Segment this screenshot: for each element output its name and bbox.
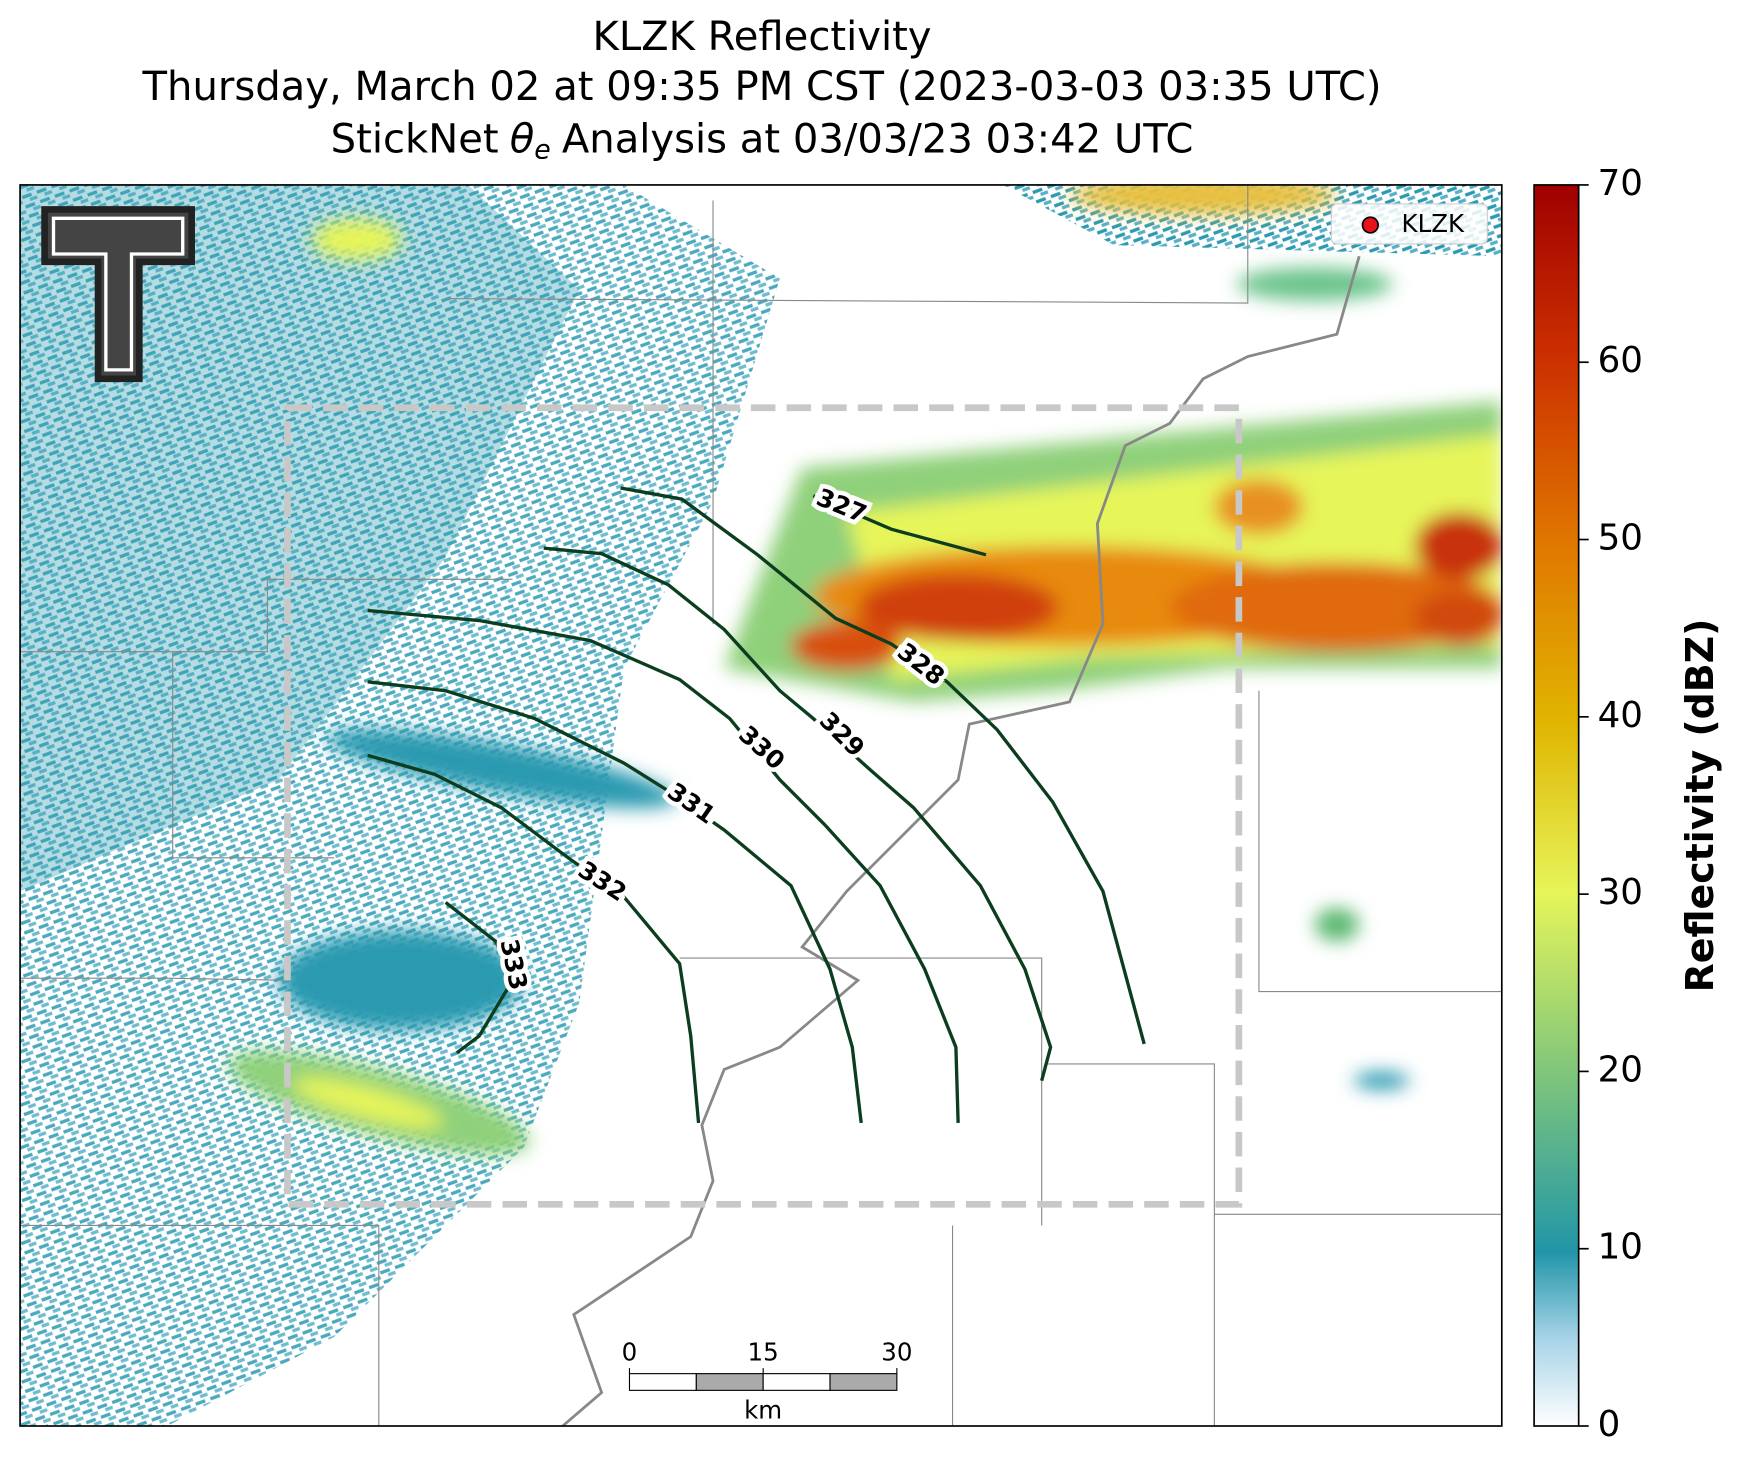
river-border: [561, 255, 1361, 1427]
scale-bar: 0 15 30 km: [622, 1338, 913, 1425]
scale-segment: [762, 1373, 831, 1391]
scale-tick-label: 15: [748, 1338, 779, 1367]
analysis-domain: [284, 404, 1243, 1208]
county-lines: [20, 184, 1502, 1427]
legend: KLZK: [1330, 203, 1488, 245]
scale-segment: [829, 1373, 898, 1391]
theta-sub: e: [534, 134, 550, 165]
title: KLZK Reflectivity: [593, 14, 932, 60]
colorbar-tick-label: 30: [1598, 872, 1643, 913]
colorbar-ticks: 0 10 20 30 40 50 60 70: [1578, 163, 1643, 1445]
colorbar-label: Reflectivity (dBZ): [1678, 619, 1722, 993]
contour-line: [367, 753, 701, 1124]
analysis-title: StickNet θe Analysis at 03/03/23 03:42 UTC: [331, 116, 1194, 164]
theta: θ: [510, 116, 535, 162]
scale-tick-label: 30: [881, 1338, 912, 1367]
analysis-suffix: Analysis at 03/03/23 03:42 UTC: [562, 116, 1194, 162]
scale-segment: [695, 1373, 764, 1391]
contour-line: [444, 901, 515, 1055]
analysis-prefix: StickNet: [331, 116, 499, 162]
contour-line: [543, 546, 1053, 1082]
subtitle: Thursday, March 02 at 09:35 PM CST (2023…: [142, 64, 1382, 110]
legend-marker: [1361, 216, 1379, 234]
contour-line: [620, 486, 1146, 1045]
scale-segment: [628, 1373, 697, 1391]
legend-label: KLZK: [1402, 209, 1465, 238]
contour-line: [812, 494, 987, 557]
colorbar-tick-label: 50: [1598, 518, 1643, 559]
scale-unit: km: [744, 1396, 782, 1425]
scale-tick-label: 0: [622, 1338, 638, 1367]
colorbar-tick-label: 10: [1598, 1227, 1643, 1268]
colorbar-tick-label: 20: [1598, 1049, 1643, 1090]
contour-line: [367, 680, 863, 1124]
map-frame: [19, 184, 1503, 1427]
colorbar-tick-label: 70: [1598, 163, 1643, 204]
contour-line: [367, 608, 960, 1124]
colorbar-tick-label: 40: [1598, 695, 1643, 736]
legend-box: [1330, 203, 1488, 245]
colorbar: [1533, 184, 1580, 1427]
colorbar-tick-label: 60: [1598, 340, 1643, 381]
colorbar-tick-label: 0: [1598, 1404, 1621, 1445]
ttu-logo: [41, 206, 195, 383]
